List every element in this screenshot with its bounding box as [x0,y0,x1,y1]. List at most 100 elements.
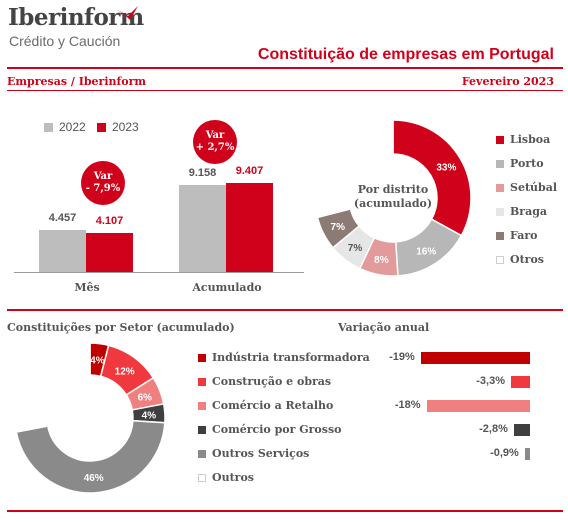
slice-label-porto: 16% [416,246,436,257]
legend-label: Otros [510,253,544,266]
legend-swatch [198,353,206,362]
variation-bar-outros-servicos [524,448,530,460]
brand-logo-mark-icon [118,6,138,20]
legend-label: Construção e obras [212,375,332,388]
sector-donut-chart: 4% 12% 6% 4% 46% [14,342,166,494]
legend-swatch-2022 [44,122,53,132]
legend-swatch [496,159,504,168]
variation-badge-title: Var [93,171,113,182]
legend-label: Comércio por Grosso [212,423,342,436]
category-label-acumulado: Acumulado [192,281,262,294]
bar-2022-mes [39,229,86,272]
bar-2023-mes [86,232,133,272]
slice-label-lisboa: 33% [436,162,456,173]
legend-label: Lisboa [510,133,551,146]
variation-badge-title: Var [205,130,225,141]
variation-bar-chart: -19% -3,3% -18% -2,8% -0,9% [360,345,560,475]
variation-badge-value: - 7,9% [85,183,121,194]
category-label-mes: Mês [74,281,100,294]
bar-value-label: 4.107 [95,214,124,227]
district-donut-chart: 33% 16% 8% 7%7% [314,119,472,277]
legend-swatch [496,183,504,192]
legend-swatch [198,425,206,434]
legend-label: Faro [510,229,538,242]
legend-item-porto: Porto [496,157,544,170]
legend-label: Outros Serviços [212,447,310,460]
legend-label: Indústria transformadora [212,351,370,364]
variation-bar-industria-transformadora [420,352,530,364]
legend-label-2022: 2022 [59,120,86,134]
variation-badge-acumulado: Var + 2,7% [193,120,237,164]
bar-2022-acumulado [179,184,226,272]
variation-chart-title: Variação anual [338,321,430,334]
legend-swatch [496,135,504,144]
slice-label-braga: 7% [348,243,363,254]
bar-value-label: 9.407 [235,164,264,177]
legend-item-lisboa: Lisboa [496,133,550,146]
variation-badge-value: + 2,7% [195,142,235,153]
page-title: Constituição de empresas em Portugal [257,46,554,63]
slice-otros [314,119,394,219]
legend-item-outros: Outros [198,471,254,484]
legend-label: Braga [510,205,548,218]
header-divider [7,67,563,69]
bar-value-label: 4.457 [48,211,77,224]
legend-swatch [198,401,206,410]
legend-item-comercio-por-grosso: Comércio por Grosso [198,423,341,436]
report-date: Fevereiro 2023 [461,75,554,88]
variation-bar-construcao-e-obras [511,376,530,388]
legend-item-setubal: Setúbal [496,181,557,194]
slice-label-outros-servicos: 46% [84,473,104,484]
legend-item-2022: 2022 [44,120,86,134]
legend-label: Porto [510,157,544,170]
legend-item-outros-servicos: Outros Serviços [198,447,309,460]
slice-lisboa [392,119,472,237]
bar-value-label: 9.158 [188,166,217,179]
slice-label-comercio-a-retalho: 6% [138,392,153,403]
variation-value-label: -2,8% [479,423,508,435]
section-divider [7,309,563,311]
legend-swatch [198,377,206,386]
bar-2023-acumulado [226,182,273,272]
slice-label-industria-transformadora: 4% [90,355,105,366]
subheader-divider [7,90,563,91]
legend-item-comercio-a-retalho: Comércio a Retalho [198,399,333,412]
slice-label-setubal: 8% [374,255,389,266]
slice-label-comercio-por-grosso: 4% [142,410,157,421]
legend-item-faro: Faro [496,229,537,242]
variation-bar-comercio-por-grosso [513,424,530,436]
variation-bar-comercio-a-retalho [426,400,530,412]
slice-outros [14,342,91,433]
variation-value-label: -18% [394,399,421,411]
sector-chart-title: Constituições por Setor (acumulado) [7,321,235,334]
section-subtitle: Empresas / Iberinform [7,75,147,88]
legend-swatch [198,473,206,482]
legend-swatch [496,231,504,240]
legend-swatch [496,255,504,264]
brand-name: Iberinform [8,4,144,31]
variation-badge-mes: Var - 7,9% [81,161,125,205]
slice-label-construcao-e-obras: 12% [115,366,135,377]
legend-item-industria-transformadora: Indústria transformadora [198,351,370,364]
legend-item-2023: 2023 [97,120,139,134]
footer-divider [7,510,563,512]
legend-swatch [198,449,206,458]
legend-label: Comércio a Retalho [212,399,334,412]
variation-value-label: -19% [389,351,415,363]
legend-swatch-2023 [97,122,106,132]
legend-label: Outros [212,471,254,484]
slice-label-faro: 7% [331,222,346,233]
brand-tagline: Crédito y Caución [9,33,121,49]
legend-item-otros: Otros [496,253,544,266]
slice-outros-servicos [15,419,166,494]
legend-item-construcao-e-obras: Construção e obras [198,375,331,388]
bar-chart: 4.457 4.107 9.158 9.407 [14,100,304,310]
variation-value-label: -3,3% [476,375,506,387]
legend-label-2023: 2023 [112,120,139,134]
legend-label: Setúbal [510,181,558,194]
legend-item-braga: Braga [496,205,547,218]
district-donut-title: Por distrito (acumulado) [353,183,433,210]
bar-axis-baseline [14,272,304,273]
variation-value-label: -0,9% [490,447,519,459]
legend-swatch [496,207,504,216]
